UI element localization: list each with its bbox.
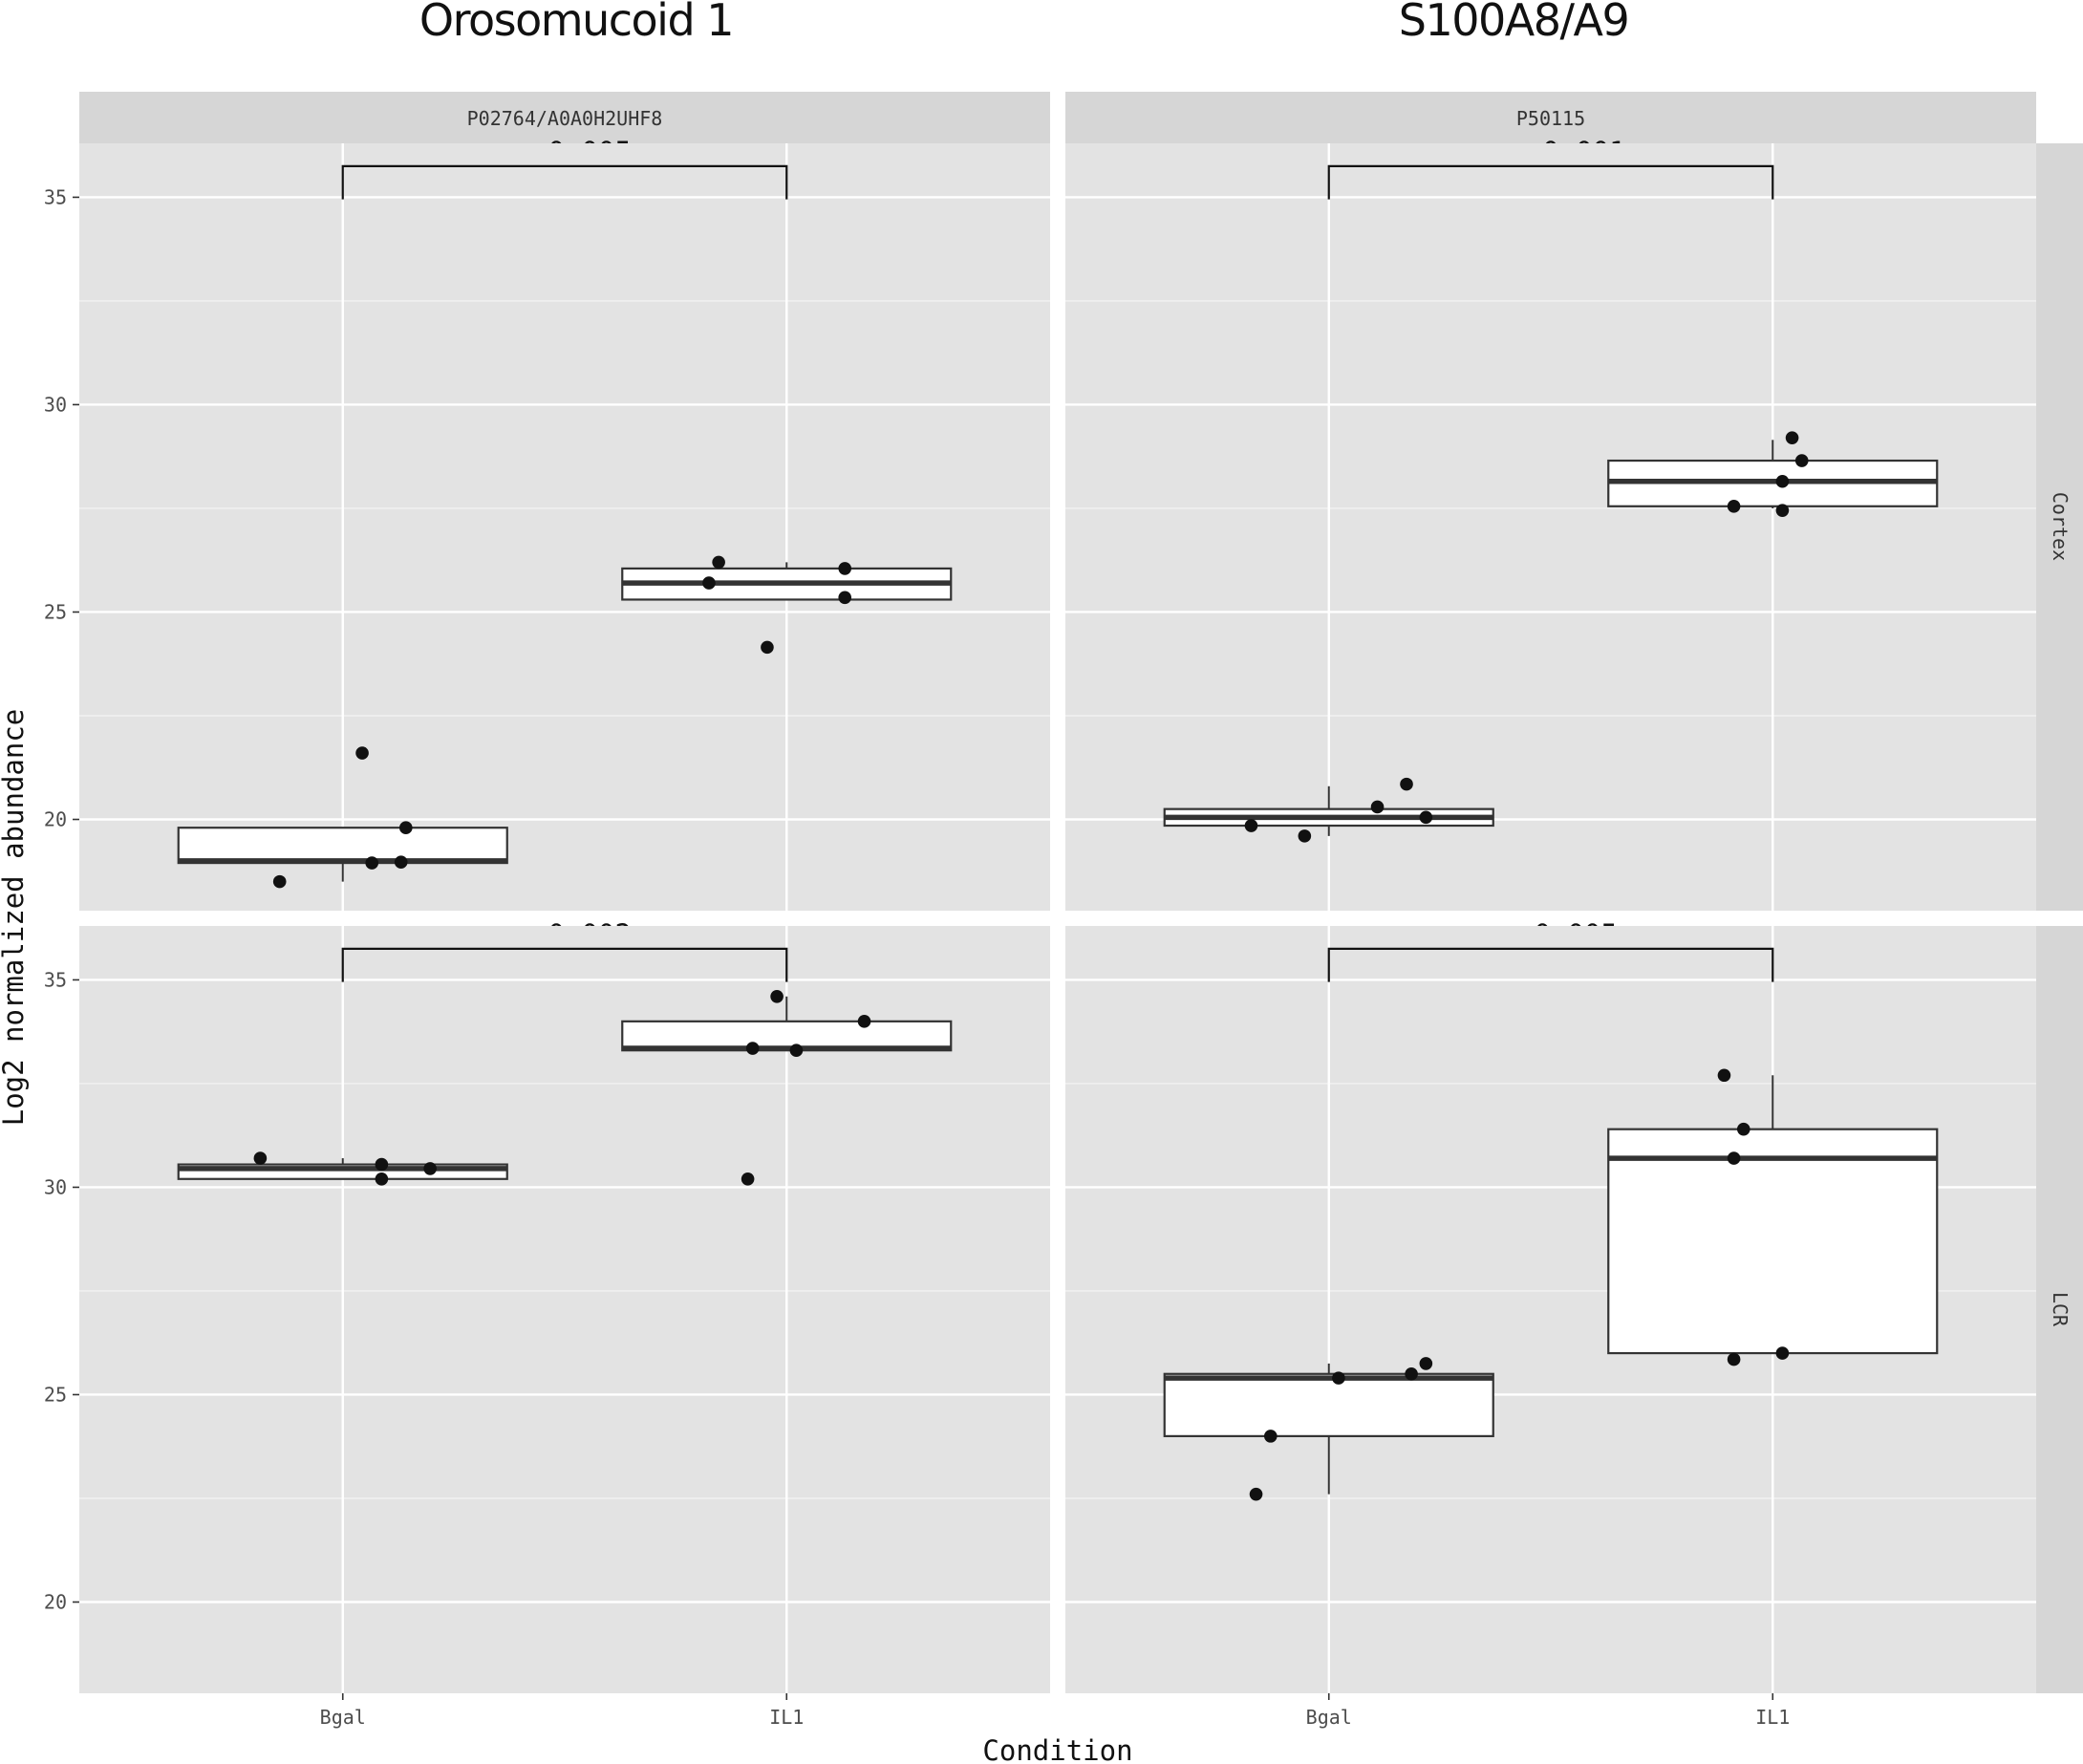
- y-axis-title: Log2 normalized abundance: [0, 709, 30, 1127]
- data-point: [770, 989, 784, 1003]
- panel-background: [79, 143, 1050, 911]
- data-point: [1370, 800, 1385, 814]
- x-tick-label: Bgal: [1306, 1706, 1352, 1729]
- x-tick-label: IL1: [769, 1706, 804, 1729]
- data-point: [1263, 1430, 1278, 1443]
- y-tick-label: 30: [44, 1175, 67, 1198]
- data-point: [1419, 1357, 1433, 1370]
- box-il1: [621, 1020, 953, 1052]
- data-point: [1717, 1068, 1731, 1083]
- data-point: [1727, 1151, 1741, 1165]
- x-tick-label: Bgal: [320, 1706, 366, 1729]
- data-point: [761, 640, 774, 655]
- data-point: [398, 821, 413, 834]
- y-tick-label: 30: [44, 393, 67, 416]
- column-strip-label-left: P02764/A0A0H2UHF8: [467, 107, 663, 130]
- data-point: [1249, 1487, 1263, 1501]
- data-point: [1785, 431, 1799, 444]
- x-axis-title: Condition: [982, 1734, 1132, 1764]
- data-point: [789, 1043, 804, 1058]
- data-point: [253, 1151, 268, 1165]
- y-tick-label: 35: [44, 185, 67, 208]
- significance-bracket: [1327, 947, 1774, 982]
- data-point: [745, 1042, 760, 1055]
- data-point: [1298, 829, 1312, 843]
- y-tick-label: 25: [44, 600, 67, 623]
- data-point: [1405, 1366, 1418, 1381]
- column-strip-background-left: [79, 92, 1050, 143]
- data-point: [1775, 504, 1790, 517]
- data-point: [1727, 1352, 1741, 1366]
- data-point: [1775, 1346, 1790, 1360]
- data-point: [365, 856, 379, 870]
- row-strip-label-lcr: LCR: [2049, 1292, 2072, 1327]
- row-strip-background-top: [2036, 143, 2083, 911]
- data-point: [712, 555, 725, 570]
- data-point: [857, 1015, 871, 1028]
- row-strip-background-bottom: [2036, 926, 2083, 1693]
- data-point: [375, 1172, 389, 1186]
- data-point: [1736, 1122, 1750, 1136]
- data-point: [423, 1162, 437, 1175]
- row-strip-label-cortex: Cortex: [2049, 492, 2072, 561]
- data-point: [1727, 499, 1741, 513]
- data-point: [1400, 777, 1413, 791]
- data-point: [272, 874, 287, 889]
- x-tick-label: IL1: [1755, 1706, 1790, 1729]
- significance-bracket: [341, 947, 788, 982]
- column-title-orosomucoid: Orosomucoid 1: [419, 0, 733, 46]
- data-point: [394, 855, 408, 870]
- column-strip-label-right: P50115: [1516, 107, 1585, 130]
- box-bgal: [1163, 1372, 1494, 1437]
- data-point: [1419, 810, 1433, 825]
- data-point: [702, 576, 716, 590]
- data-point: [1794, 454, 1809, 467]
- significance-bracket: [1327, 164, 1774, 200]
- column-title-s100a8a9: S100A8/A9: [1399, 0, 1628, 46]
- data-point: [375, 1157, 389, 1172]
- data-point: [741, 1172, 755, 1186]
- y-tick-label: 20: [44, 1591, 67, 1614]
- data-point: [1775, 474, 1790, 488]
- y-tick-label: 35: [44, 968, 67, 991]
- column-strip-background-right: [1065, 92, 2036, 143]
- box-il1: [1607, 1128, 1939, 1355]
- y-tick-label: 20: [44, 808, 67, 831]
- data-point: [355, 746, 369, 760]
- y-tick-label: 25: [44, 1383, 67, 1406]
- data-point: [838, 591, 852, 605]
- panel-background: [79, 926, 1050, 1693]
- significance-bracket: [341, 164, 788, 200]
- box-bgal: [177, 827, 508, 865]
- data-point: [1332, 1371, 1345, 1385]
- panel-background: [1065, 143, 2036, 911]
- data-point: [1244, 819, 1258, 832]
- data-point: [838, 562, 852, 575]
